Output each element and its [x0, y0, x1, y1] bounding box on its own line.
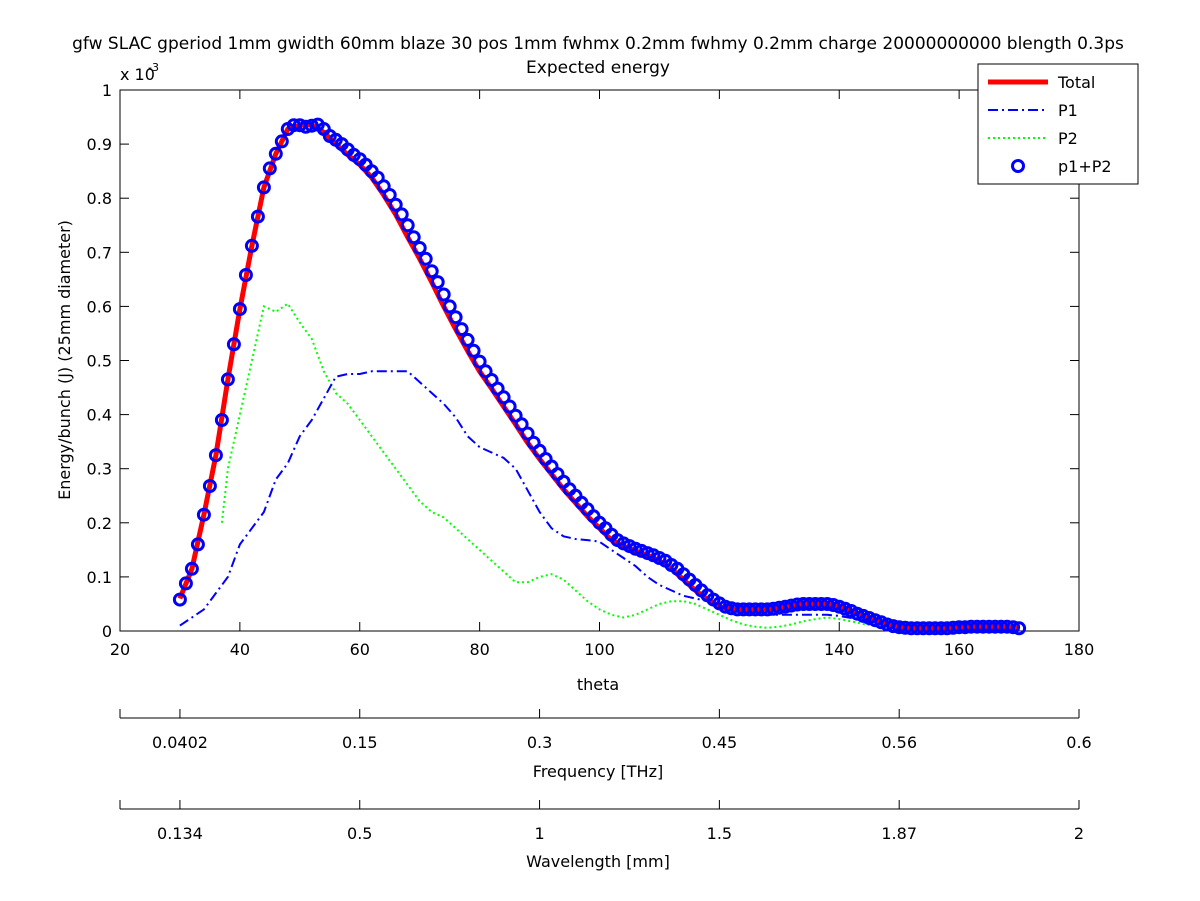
secondary-axis-tick-label: 1.87	[881, 824, 917, 843]
legend-label-p1: P1	[1058, 101, 1078, 120]
y-tick-label: 0.2	[87, 514, 112, 533]
y-tick-label: 0.4	[87, 406, 112, 425]
y-tick-label: 0.8	[87, 189, 112, 208]
x-tick-label: 180	[1064, 640, 1095, 659]
series-p1p2-marker	[718, 599, 733, 614]
x-tick-label: 40	[230, 640, 250, 659]
series-p1p2-marker	[268, 146, 283, 161]
series-p1p2-marker	[400, 218, 415, 233]
y-exponent-power: -3	[148, 61, 159, 74]
secondary-axis-tick-label: 0.3	[527, 733, 552, 752]
secondary-axis-tick-label: 1	[534, 824, 544, 843]
series-p1p2-marker	[430, 275, 445, 290]
series-p1p2-marker	[256, 180, 271, 195]
series-p1p2-marker	[880, 617, 895, 632]
series-p1p2-marker	[502, 399, 517, 414]
y-exponent-base: x 10	[120, 65, 155, 84]
legend-label-p2: P2	[1058, 129, 1078, 148]
y-tick-label: 0.1	[87, 568, 112, 587]
x-tick-label: 160	[944, 640, 975, 659]
y-axis-ticks: 0 0.1 0.2 0.3 0.4 0.5 0.6 0.7 0.8 0.9 1	[87, 81, 1079, 641]
secondary-axes: 0.0402 0.15 0.3 0.45 0.56 0.6 Frequency [THz] 0…	[119, 709, 1092, 871]
secondary-axis-label: Frequency [THz]	[533, 762, 663, 781]
y-tick-label: 1	[102, 81, 112, 100]
series-p1p2-marker	[226, 337, 241, 352]
series-p1p2-marker	[412, 241, 427, 255]
series-p1p2-marker	[436, 287, 451, 302]
series-p1p2-marker	[214, 413, 229, 427]
secondary-axis-tick-label: 0.15	[342, 733, 378, 752]
y-tick-label: 0.5	[87, 352, 112, 371]
series-p1p2-marker	[826, 598, 841, 612]
series-p1p2-marker	[184, 561, 199, 576]
series-p1p2-marker	[262, 161, 277, 176]
series-p1p2-marker	[454, 322, 469, 337]
series-p1p2-marker	[472, 354, 487, 369]
series-p1p2-marker	[514, 417, 529, 432]
x-tick-label: 140	[824, 640, 855, 659]
x-axis-label: theta	[577, 675, 619, 694]
series-p1p2-marker	[418, 251, 433, 266]
legend-label-total: Total	[1057, 73, 1095, 92]
series-p1p2-marker	[190, 537, 205, 552]
secondary-axis-tick-label: 0.56	[881, 733, 917, 752]
series-p1p2-marker	[388, 197, 403, 212]
secondary-axis-tick-label: 1.5	[707, 824, 732, 843]
y-tick-label: 0.3	[87, 460, 112, 479]
series-p1p2-marker	[202, 479, 217, 493]
secondary-axis-tick-label: 0.134	[157, 824, 203, 843]
x-tick-label: 60	[350, 640, 370, 659]
series-p1p2-marker	[232, 302, 247, 317]
series-p1p2-marker	[424, 264, 439, 279]
series-p1p2-marker	[196, 507, 211, 522]
series-layer	[172, 117, 1027, 636]
series-p1p2-marker	[1006, 620, 1021, 635]
series-p1p2-marker	[442, 299, 457, 314]
x-tick-label: 20	[110, 640, 130, 659]
secondary-axis-tick-label: 2	[1074, 824, 1084, 843]
series-p1p2-marker	[208, 448, 223, 463]
series-p1p2-marker	[448, 310, 463, 325]
series-p1p2-marker	[172, 592, 187, 607]
series-p1p2-marker	[382, 188, 397, 202]
series-p1p2-marker	[460, 332, 475, 347]
series-p1p2-marker	[406, 230, 421, 245]
y-tick-label: 0	[102, 622, 112, 641]
legend: Total P1 P2 p1+P2	[977, 63, 1139, 185]
x-tick-label: 100	[584, 640, 615, 659]
secondary-axis-label: Wavelength [mm]	[526, 852, 670, 871]
y-tick-label: 0.6	[87, 297, 112, 316]
x-tick-label: 120	[704, 640, 735, 659]
legend-swatch-p1p2	[1011, 159, 1025, 173]
series-p1p2-marker	[274, 134, 289, 149]
series-p2-line	[220, 302, 900, 631]
series-p1p2-marker	[520, 426, 535, 441]
series-p1p2-marker	[496, 390, 511, 405]
series-p1p2-marker	[394, 207, 409, 222]
series-p1-line	[179, 370, 1020, 631]
series-p1p2-marker	[220, 372, 235, 387]
series-p1p2-marker	[1012, 621, 1027, 636]
secondary-axis-tick-label: 0.6	[1066, 733, 1091, 752]
series-p1p2-marker	[178, 576, 193, 591]
secondary-axis-tick-label: 0.5	[347, 824, 372, 843]
series-p1p2-marker	[244, 238, 259, 253]
x-tick-label: 80	[469, 640, 489, 659]
y-axis-label: Energy/bunch (J) (25mm diameter)	[55, 220, 74, 500]
series-p1p2-marker	[466, 343, 481, 358]
series-p1p2-marker	[250, 209, 265, 224]
y-exponent-label: x 10 -3	[120, 61, 159, 84]
y-tick-label: 0.7	[87, 243, 112, 262]
secondary-axis-tick-label: 0.45	[702, 733, 738, 752]
legend-label-p1p2: p1+P2	[1058, 157, 1112, 176]
series-p1p2-marker	[238, 268, 253, 282]
series-p1p2-marker	[304, 118, 319, 133]
chart-title: gfw SLAC gperiod 1mm gwidth 60mm blaze 3…	[72, 34, 1124, 54]
y-tick-label: 0.9	[87, 135, 112, 154]
series-p1p2-marker	[820, 597, 835, 611]
secondary-axis-tick-label: 0.0402	[152, 733, 208, 752]
chart-subtitle: Expected energy	[526, 58, 670, 78]
